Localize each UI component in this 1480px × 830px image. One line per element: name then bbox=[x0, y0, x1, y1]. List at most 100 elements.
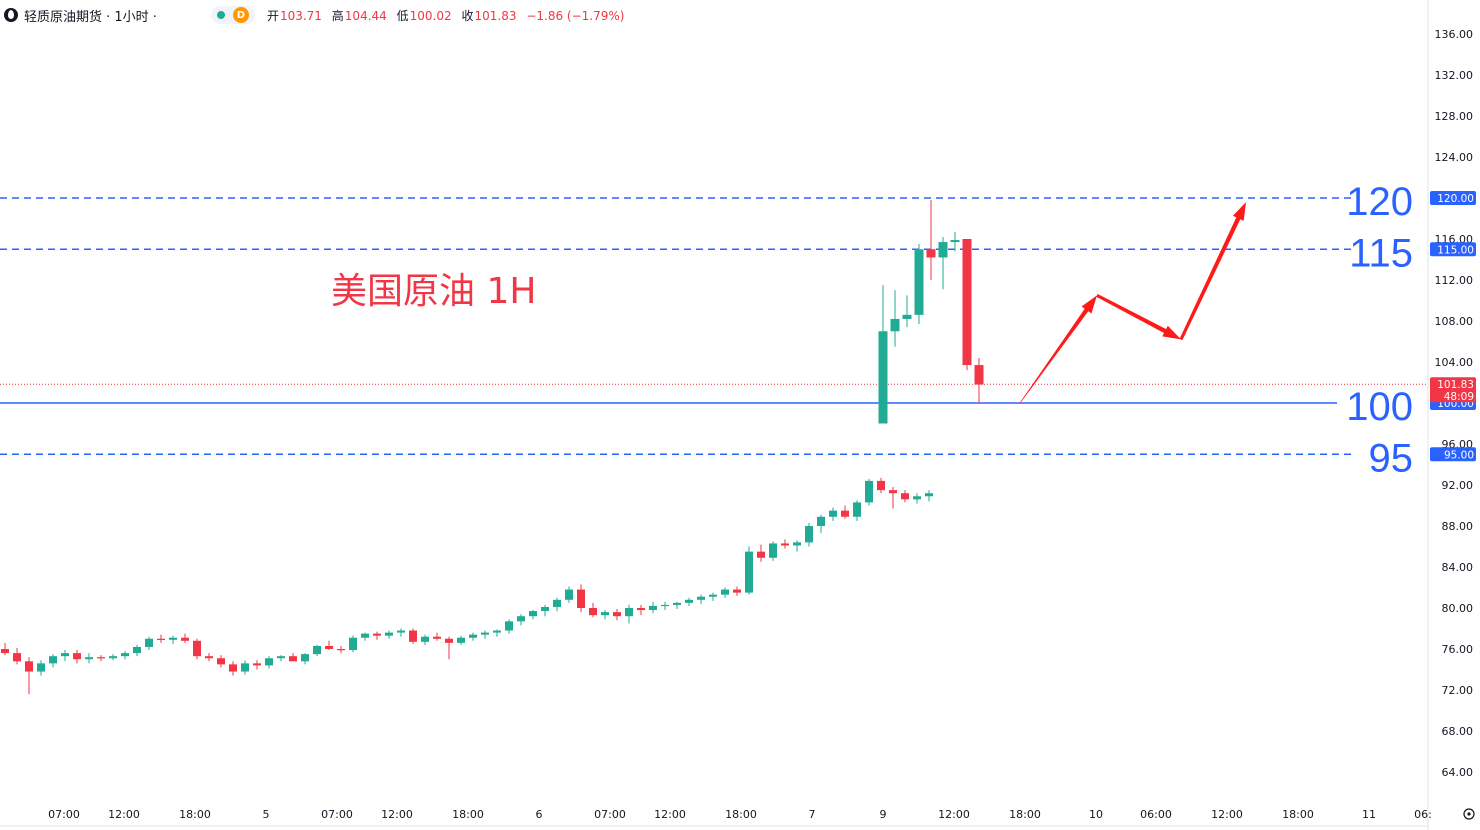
candle-body bbox=[145, 638, 153, 647]
candle-body bbox=[397, 630, 405, 633]
annotation-title: 美国原油 1H bbox=[331, 271, 536, 312]
candle-body bbox=[61, 653, 69, 657]
price-tag-120-text: 120.00 bbox=[1437, 193, 1474, 205]
candle-body bbox=[229, 664, 237, 672]
candle-body bbox=[721, 589, 729, 595]
candle-body bbox=[853, 502, 861, 517]
y-axis-tick-label: 108.00 bbox=[1435, 315, 1474, 328]
level-label-115: 115 bbox=[1349, 231, 1413, 275]
y-axis-tick-label: 132.00 bbox=[1435, 69, 1474, 82]
candle-body bbox=[481, 632, 489, 635]
x-axis-tick-label: 9 bbox=[880, 808, 887, 821]
candle-body bbox=[661, 604, 669, 607]
candle-body bbox=[938, 242, 948, 258]
x-axis-tick-label: 07:00 bbox=[48, 808, 80, 821]
candle-body bbox=[913, 496, 921, 500]
candle-body bbox=[301, 654, 309, 662]
candle-body bbox=[685, 599, 693, 603]
candle-body bbox=[289, 656, 297, 662]
candle-body bbox=[457, 637, 465, 643]
settings-gear-icon[interactable] bbox=[1463, 808, 1475, 820]
candle-body bbox=[253, 663, 261, 666]
candle-body bbox=[241, 663, 249, 672]
candle-body bbox=[565, 589, 573, 600]
y-axis-tick-label: 68.00 bbox=[1442, 725, 1474, 738]
ohlc-low-value: 100.02 bbox=[409, 8, 452, 23]
y-axis-tick-label: 84.00 bbox=[1442, 561, 1474, 574]
projection-arrow-segment bbox=[1179, 202, 1246, 341]
candle-body bbox=[493, 630, 501, 633]
candle-body bbox=[73, 653, 81, 660]
ohlc-close-label: 收 bbox=[461, 8, 474, 23]
candle-body bbox=[37, 663, 45, 672]
x-axis-tick-label: 10 bbox=[1089, 808, 1103, 821]
candle-body bbox=[829, 510, 837, 517]
ohlc-high-label: 高 bbox=[331, 8, 344, 23]
candle-body bbox=[205, 656, 213, 659]
candle-body bbox=[361, 633, 369, 638]
y-axis-tick-label: 136.00 bbox=[1435, 28, 1474, 41]
ohlc-close-value: 101.83 bbox=[474, 8, 517, 23]
candle-body bbox=[841, 510, 849, 517]
x-axis-tick-label: 07:00 bbox=[321, 808, 353, 821]
candle-body bbox=[385, 632, 393, 636]
candle-body bbox=[193, 640, 201, 657]
candle-body bbox=[649, 605, 657, 611]
candle-body bbox=[925, 493, 933, 497]
candle-body bbox=[517, 616, 525, 622]
x-axis-tick-label: 12:00 bbox=[654, 808, 686, 821]
x-axis-tick-label: 06: bbox=[1414, 808, 1432, 821]
candle-body bbox=[673, 602, 681, 605]
candle-body bbox=[445, 638, 453, 643]
candle-body bbox=[133, 646, 141, 654]
x-axis-tick-label: 5 bbox=[263, 808, 270, 821]
x-axis-tick-label: 18:00 bbox=[179, 808, 211, 821]
candle-body bbox=[926, 249, 936, 258]
y-axis-tick-label: 104.00 bbox=[1435, 356, 1474, 369]
price-tag-95 bbox=[1430, 447, 1476, 462]
symbol-title[interactable]: 轻质原油期货 · 1小时 · bbox=[24, 9, 157, 25]
current-price-tag-text: 101.83 bbox=[1437, 379, 1474, 391]
candle-body bbox=[25, 661, 33, 672]
candle-body bbox=[601, 612, 609, 616]
x-axis-tick-label: 18:00 bbox=[725, 808, 757, 821]
price-tag-95-text: 95.00 bbox=[1444, 449, 1474, 461]
candle-body bbox=[589, 608, 597, 616]
y-axis-tick-label: 128.00 bbox=[1435, 110, 1474, 123]
oil-drop-icon bbox=[4, 8, 18, 22]
candle-body bbox=[637, 608, 645, 611]
candle-body bbox=[109, 656, 117, 659]
chart-header: 轻质原油期货 · 1小时 · D 开103.71 高104.44 低100.02… bbox=[4, 4, 630, 26]
candle-body bbox=[325, 645, 333, 649]
y-axis-tick-label: 64.00 bbox=[1442, 766, 1474, 779]
candle-body bbox=[878, 331, 888, 424]
candle-body bbox=[781, 543, 789, 546]
candle-body bbox=[541, 606, 549, 612]
candle-body bbox=[577, 589, 585, 608]
candle-body bbox=[97, 657, 105, 659]
candle-body bbox=[13, 653, 21, 662]
y-axis-tick-label: 92.00 bbox=[1442, 479, 1474, 492]
ohlc-high-value: 104.44 bbox=[344, 8, 387, 23]
candle-body bbox=[733, 589, 741, 593]
candle-body bbox=[505, 621, 513, 631]
candle-body bbox=[553, 599, 561, 607]
candle-body bbox=[817, 516, 825, 526]
candle-body bbox=[1, 649, 9, 654]
ohlc-change: −1.86 (−1.79%) bbox=[526, 8, 625, 23]
y-axis-tick-label: 80.00 bbox=[1442, 602, 1474, 615]
x-axis-tick-label: 12:00 bbox=[1211, 808, 1243, 821]
candle-body bbox=[950, 240, 960, 243]
candle-body bbox=[433, 636, 441, 639]
ohlc-open-value: 103.71 bbox=[279, 8, 322, 23]
candle-body bbox=[769, 543, 777, 558]
market-status-pill[interactable]: D bbox=[210, 6, 255, 24]
x-axis-tick-label: 7 bbox=[809, 808, 816, 821]
candle-body bbox=[745, 551, 753, 593]
candle-body bbox=[757, 551, 765, 558]
projection-arrow-segment bbox=[1096, 294, 1181, 340]
level-label-120: 120 bbox=[1346, 180, 1413, 224]
market-open-dot-icon bbox=[216, 11, 225, 19]
level-label-100: 100 bbox=[1346, 385, 1413, 429]
